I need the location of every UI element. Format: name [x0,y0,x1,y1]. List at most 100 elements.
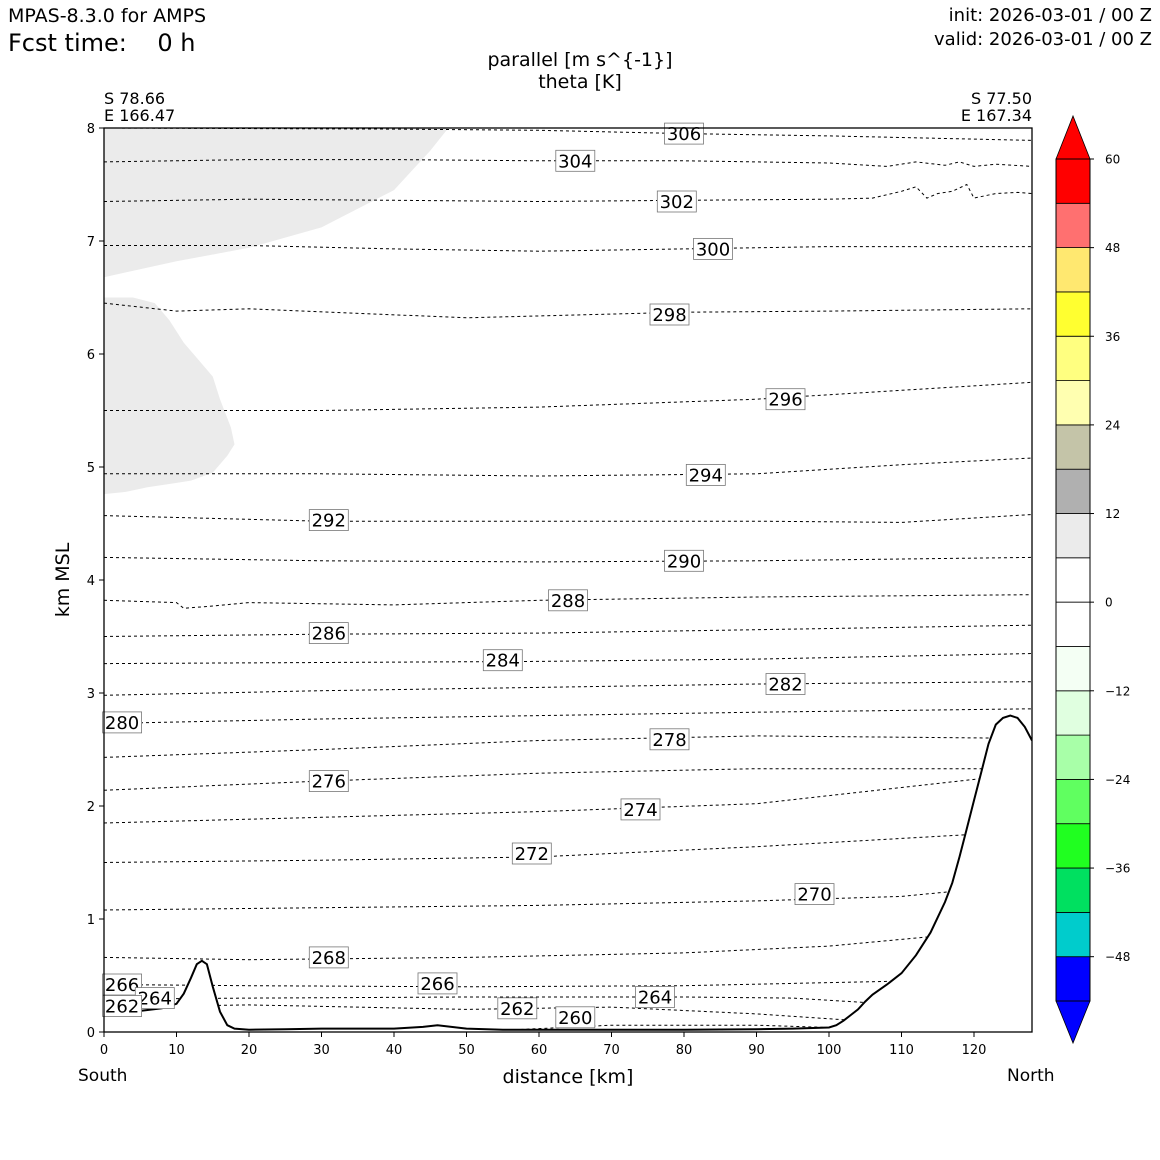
contour-label-box [555,149,596,172]
contour-label-260-26: 260 [555,1006,596,1029]
contour-label-box [693,237,733,260]
contour-label-text: 262 [500,999,534,1020]
contour-label-262-25: 262 [497,997,538,1020]
theta-contour-268 [104,935,938,961]
contour-label-284-11: 284 [482,649,523,672]
contour-label-294-6: 294 [685,463,726,486]
contour-label-box [482,649,523,672]
theta-contour-298 [104,302,1032,319]
contour-label-276-15: 276 [308,770,349,793]
colorbar-segment-2 [1055,867,1091,913]
contour-label-text: 284 [486,651,520,672]
colorbar-segment-11 [1055,468,1091,514]
theta-contour-296 [104,381,1032,411]
left-endpoint-lon: E 166.47 [104,106,176,125]
colorbar-segment-12 [1055,424,1091,470]
colorbar-tick-label-4: 0 [1105,596,1113,610]
contour-label-box [102,973,142,996]
y-tick-label-7: 7 [87,235,95,250]
chart-subtitle: theta [K] [538,71,622,93]
x-tick-label-100: 100 [817,1043,842,1058]
contour-label-box [555,1006,596,1029]
theta-contour-278 [104,735,1011,758]
contour-label-box [765,388,806,411]
x-tick-label-90: 90 [748,1043,765,1058]
contour-label-box [635,986,675,1008]
contour-label-box [794,883,835,905]
contour-label-box [548,589,588,612]
shaded-region-1 [104,297,235,495]
model-name: MPAS-8.3.0 for AMPS [8,5,207,27]
colorbar-segment-4 [1055,779,1091,825]
y-tick-label-2: 2 [87,800,95,815]
init-time: init: 2026-03-01 / 00 Z [948,5,1152,26]
theta-contour-280 [104,708,1032,724]
theta-contour-288 [104,594,1032,609]
colorbar-max-arrow [1055,114,1091,160]
contour-label-box [308,770,349,792]
colorbar-segment-9 [1055,557,1091,603]
colorbar-segment-10 [1055,513,1091,559]
x-tick-label-20: 20 [241,1043,258,1058]
forecast-time-label: Fcst time: [8,29,127,57]
colorbar-segment-17 [1055,202,1091,249]
contour-label-text: 302 [660,192,694,213]
theta-contour-262 [104,1004,859,1022]
valid-time: valid: 2026-03-01 / 00 Z [934,29,1152,50]
contour-label-box [417,972,458,995]
contour-label-300-3: 300 [693,237,733,260]
colorbar-segment-18 [1055,158,1091,204]
terrain-fill [104,715,1032,1032]
forecast-time: Fcst time: 0 h [8,29,195,57]
contour-label-306-0: 306 [664,122,704,145]
colorbar-segment-0 [1055,956,1091,1002]
x-tick-label-10: 10 [168,1043,185,1058]
contour-label-box [308,946,349,969]
contour-label-text: 306 [667,124,701,145]
contour-label-288-9: 288 [548,589,588,612]
contour-label-text: 300 [696,239,730,260]
contour-label-box [765,673,806,695]
colorbar-tick-label-8: 48 [1105,241,1120,255]
x-tick-label-40: 40 [386,1043,403,1058]
theta-contour-274 [104,777,989,824]
contour-label-box [620,798,661,821]
colorbar-tick-label-9: 60 [1105,153,1120,167]
contour-label-box [649,728,690,751]
x-tick-label-110: 110 [889,1043,914,1058]
colorbar-segment-13 [1055,380,1091,426]
colorbar-segment-16 [1055,247,1091,293]
contour-label-text: 290 [667,551,701,572]
x-axis-label: distance [km] [503,1066,634,1088]
x-tick-label-30: 30 [313,1043,330,1058]
contour-label-box [308,509,349,532]
south-label: South [78,1066,128,1086]
contour-label-text: 296 [768,390,802,411]
contour-label-box [497,997,538,1020]
colorbar-tick-label-6: 24 [1105,418,1120,432]
contour-label-286-10: 286 [308,622,349,645]
terrain-profile [104,714,1032,1032]
contour-label-270-18: 270 [794,883,835,906]
colorbar-tick-label-0: −48 [1105,950,1130,964]
contour-label-264-22: 264 [134,987,175,1010]
contour-label-280-13: 280 [102,711,142,734]
shaded-wind-layer [104,128,449,495]
contour-label-text: 268 [312,948,346,969]
contour-label-text: 304 [558,151,592,172]
x-tick-label-80: 80 [676,1043,693,1058]
colorbar-segment-3 [1055,823,1091,869]
contour-label-box [656,190,697,213]
contour-label-text: 262 [105,997,139,1018]
chart-title: parallel [m s^{-1}] [487,49,673,71]
theta-contour-266 [104,980,902,988]
colorbar-segment-7 [1055,646,1091,692]
theta-contour-270 [104,890,960,911]
y-axis-label: km MSL [52,542,74,617]
theta-contour-292 [104,514,1032,523]
contour-label-text: 298 [652,305,686,326]
contour-label-282-12: 282 [765,673,806,696]
colorbar-tick-label-7: 36 [1105,330,1120,344]
contour-label-text: 292 [312,511,346,532]
